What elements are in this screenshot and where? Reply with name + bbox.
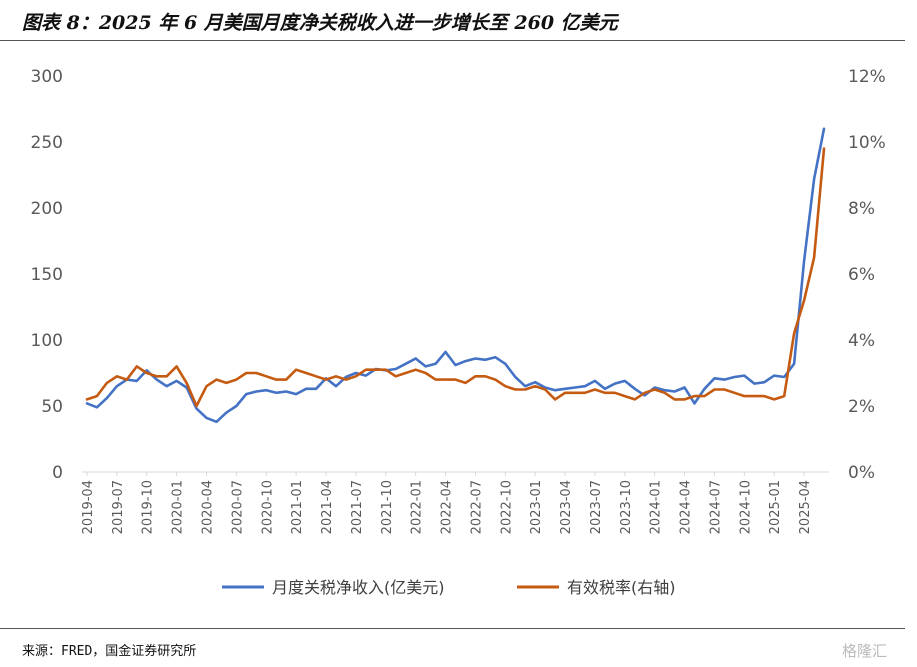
x-tick-label: 2021-01 xyxy=(290,480,305,534)
y-left-tick-label: 150 xyxy=(31,265,63,285)
x-tick-label: 2021-07 xyxy=(350,480,365,534)
y-left-tick-label: 300 xyxy=(31,67,63,87)
x-tick-label: 2021-10 xyxy=(380,480,395,534)
legend: 月度关税净收入(亿美元) 有效税率(右轴) xyxy=(222,578,676,597)
x-tick-label: 2024-10 xyxy=(738,480,753,534)
x-tick-label: 2022-01 xyxy=(410,480,425,534)
x-tick-label: 2019-10 xyxy=(141,480,156,534)
title-divider xyxy=(0,40,905,41)
y-left-tick-label: 250 xyxy=(31,133,63,153)
y-axis-right: 0% 2% 4% 6% 8% 10% 12% xyxy=(848,67,886,483)
chart-title: 图表 8：2025 年 6 月美国月度净关税收入进一步增长至 260 亿美元 xyxy=(22,12,618,34)
source-note: 来源：FRED，国金证券研究所 xyxy=(22,644,197,659)
x-tick-label: 2019-04 xyxy=(81,480,96,534)
x-tick-label: 2024-07 xyxy=(708,480,723,534)
legend-item-tariff-revenue-label: 月度关税净收入(亿美元) xyxy=(272,578,445,597)
x-tick-label: 2022-07 xyxy=(469,480,484,534)
x-axis: 2019-04 2019-07 2019-10 2020-01 2020-04 2020-… xyxy=(81,472,813,534)
x-tick-label: 2025-04 xyxy=(798,480,813,534)
y-right-tick-label: 6% xyxy=(848,265,875,285)
y-left-tick-label: 100 xyxy=(31,331,63,351)
y-right-tick-label: 0% xyxy=(848,463,875,483)
x-tick-label: 2023-07 xyxy=(589,480,604,534)
y-right-tick-label: 8% xyxy=(848,199,875,219)
x-tick-label: 2019-07 xyxy=(111,480,126,534)
x-tick-label: 2022-10 xyxy=(499,480,514,534)
line-chart: 0 50 100 150 200 250 300 0% 2% 4% 6% 8% 10% 12% 2019… xyxy=(31,67,886,597)
footer-divider xyxy=(0,628,905,629)
x-tick-label: 2024-01 xyxy=(649,480,664,534)
x-tick-label: 2020-01 xyxy=(171,480,186,534)
series-line-effective-rate xyxy=(85,147,826,408)
series-line-tariff-revenue xyxy=(85,127,826,424)
x-tick-label: 2023-04 xyxy=(559,480,574,534)
series-lines xyxy=(85,127,826,424)
x-tick-label: 2024-04 xyxy=(679,480,694,534)
y-left-tick-label: 0 xyxy=(52,463,63,483)
watermark: 格隆汇 xyxy=(842,642,888,660)
x-tick-label: 2020-07 xyxy=(230,480,245,534)
y-right-tick-label: 10% xyxy=(848,133,886,153)
x-tick-label: 2023-10 xyxy=(619,480,634,534)
x-tick-label: 2025-01 xyxy=(768,480,783,534)
y-left-tick-label: 50 xyxy=(41,397,63,417)
x-tick-label: 2022-04 xyxy=(440,480,455,534)
y-right-tick-label: 4% xyxy=(848,331,875,351)
x-tick-label: 2020-10 xyxy=(260,480,275,534)
legend-item-effective-rate-label: 有效税率(右轴) xyxy=(567,578,676,597)
x-tick-label: 2020-04 xyxy=(201,480,216,534)
y-left-tick-label: 200 xyxy=(31,199,63,219)
y-right-tick-label: 2% xyxy=(848,397,875,417)
x-tick-label: 2021-04 xyxy=(320,480,335,534)
y-right-tick-label: 12% xyxy=(848,67,886,87)
x-tick-label: 2023-01 xyxy=(529,480,544,534)
y-axis-left: 0 50 100 150 200 250 300 xyxy=(31,67,63,483)
